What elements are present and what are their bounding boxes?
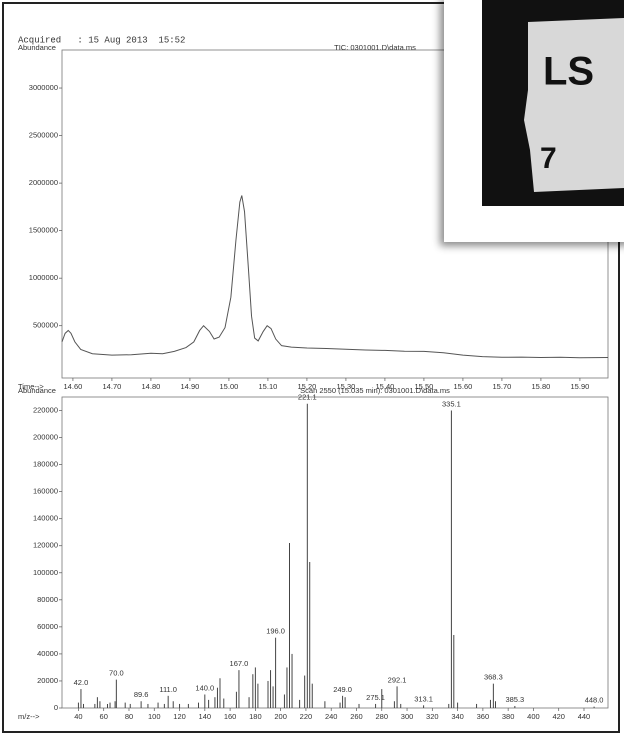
y-tick-label: 220000 — [33, 406, 58, 415]
y-tick-label: 2000000 — [29, 178, 58, 187]
x-tick-label: 80 — [125, 712, 133, 721]
x-tick-label: 15.70 — [493, 382, 512, 391]
x-tick-label: 140 — [199, 712, 212, 721]
y-tick-label: 160000 — [33, 487, 58, 496]
y-tick-label: 1500000 — [29, 226, 58, 235]
x-tick-label: 440 — [578, 712, 591, 721]
y-tick-label: 20000 — [37, 676, 58, 685]
y-tick-label: 120000 — [33, 541, 58, 550]
paper-label — [524, 18, 624, 192]
x-axis-label: m/z--> — [18, 712, 40, 721]
x-tick-label: 14.70 — [103, 382, 122, 391]
inset-photo: LS 7 — [444, 0, 624, 242]
x-tick-label: 280 — [376, 712, 389, 721]
peak-label: 196.0 — [266, 627, 285, 636]
x-tick-label: 360 — [477, 712, 490, 721]
x-tick-label: 120 — [173, 712, 186, 721]
acquired-line: Acquired : 15 Aug 2013 15:52 — [18, 35, 185, 45]
peak-label: 89.6 — [134, 690, 149, 699]
x-tick-label: 15.40 — [376, 382, 395, 391]
y-tick-label: 40000 — [37, 649, 58, 658]
peak-label: 111.0 — [159, 685, 177, 694]
x-tick-label: 220 — [300, 712, 313, 721]
y-tick-label: 2500000 — [29, 131, 58, 140]
x-tick-label: 15.60 — [454, 382, 473, 391]
peak-label: 167.0 — [230, 659, 249, 668]
y-axis-label: Abundance — [18, 43, 56, 52]
x-tick-label: 14.90 — [181, 382, 200, 391]
peak-label: 42.0 — [74, 678, 89, 687]
x-tick-label: 180 — [249, 712, 262, 721]
x-tick-label: 14.60 — [64, 382, 83, 391]
x-tick-label: 380 — [502, 712, 515, 721]
x-axis-label: Time--> — [18, 382, 44, 391]
plot-frame — [61, 396, 609, 709]
y-tick-label: 0 — [54, 703, 58, 712]
y-tick-label: 100000 — [33, 568, 58, 577]
peak-label: 335.1 — [442, 400, 461, 409]
x-tick-label: 60 — [100, 712, 108, 721]
x-tick-label: 320 — [426, 712, 439, 721]
x-tick-label: 400 — [527, 712, 540, 721]
peak-label: 385.3 — [505, 695, 524, 704]
x-tick-label: 15.90 — [571, 382, 590, 391]
peak-label: 292.1 — [388, 675, 407, 684]
y-tick-label: 1000000 — [29, 273, 58, 282]
y-tick-label: 500000 — [33, 321, 58, 330]
y-tick-label: 180000 — [33, 460, 58, 469]
x-tick-label: 15.30 — [337, 382, 356, 391]
x-tick-label: 14.80 — [142, 382, 161, 391]
x-tick-label: 200 — [274, 712, 287, 721]
y-axis-label: Abundance — [18, 386, 56, 395]
peak-label: 275.1 — [366, 693, 385, 702]
x-tick-label: 15.50 — [415, 382, 434, 391]
x-tick-label: 420 — [552, 712, 565, 721]
x-tick-label: 300 — [401, 712, 414, 721]
y-tick-label: 3000000 — [29, 83, 58, 92]
x-tick-label: 260 — [350, 712, 363, 721]
y-tick-label: 200000 — [33, 433, 58, 442]
x-tick-label: 15.80 — [532, 382, 551, 391]
photo-text: 7 — [540, 142, 557, 175]
x-tick-label: 15.20 — [298, 382, 317, 391]
x-tick-label: 100 — [148, 712, 161, 721]
x-tick-label: 15.10 — [259, 382, 278, 391]
x-tick-label: 240 — [325, 712, 338, 721]
x-tick-label: 40 — [74, 712, 82, 721]
y-tick-label: 60000 — [37, 622, 58, 631]
photo-text: LS — [543, 50, 594, 94]
x-tick-label: 340 — [451, 712, 464, 721]
y-tick-label: 140000 — [33, 514, 58, 523]
chart-title: TIC: 0301001.D\data.ms — [334, 43, 416, 52]
y-tick-label: 80000 — [37, 595, 58, 604]
peak-label: 70.0 — [109, 669, 124, 678]
peak-label: 368.3 — [484, 673, 503, 682]
peak-label: 140.0 — [195, 683, 214, 692]
x-tick-label: 160 — [224, 712, 237, 721]
tic-line — [61, 195, 609, 359]
peak-label: 221.1 — [298, 393, 317, 402]
x-tick-label: 15.00 — [220, 382, 239, 391]
peak-label: 249.0 — [333, 685, 352, 694]
chart-title: Scan 2550 (15.035 min): 0301001.D\data.m… — [300, 386, 450, 395]
peak-label: 448.0 — [585, 696, 604, 705]
peak-label: 313.1 — [414, 694, 433, 703]
